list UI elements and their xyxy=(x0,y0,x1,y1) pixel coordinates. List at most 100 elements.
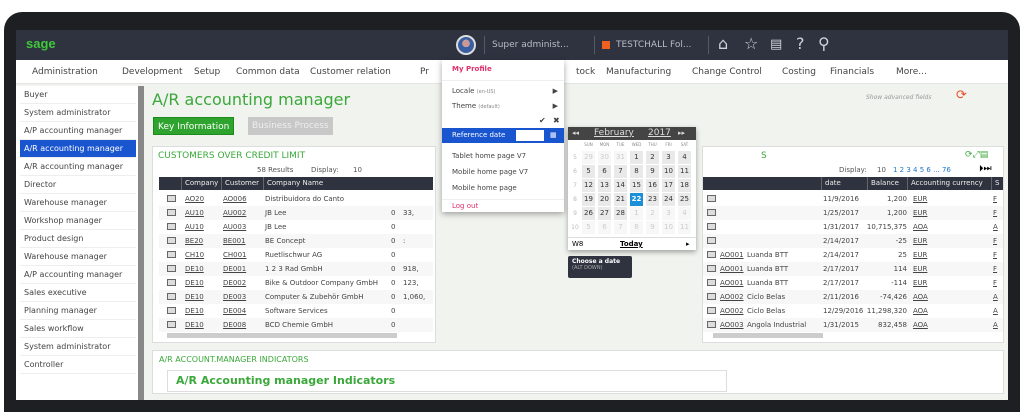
table-row[interactable]: AO002 Ciclo Belas 12/29/2016 11,298,320 AOA A xyxy=(703,304,1003,318)
company-cell[interactable]: DE10 xyxy=(185,321,204,329)
row-detail-icon[interactable] xyxy=(167,223,176,230)
company-cell[interactable]: DE10 xyxy=(185,293,204,301)
sidebar-item[interactable]: Director xyxy=(20,176,136,194)
company-cell[interactable]: DE10 xyxy=(185,279,204,287)
menu-mobile-home[interactable]: Mobile home page xyxy=(452,184,517,192)
customer-cell[interactable]: DE001 xyxy=(223,265,247,273)
calendar-day[interactable]: 3 xyxy=(662,207,675,220)
calendar-day[interactable]: 5 xyxy=(582,221,595,234)
calendar-day[interactable]: 18 xyxy=(678,179,691,192)
row-detail-icon[interactable] xyxy=(167,251,176,258)
customer-cell[interactable]: AU002 xyxy=(223,209,247,217)
calendar-day[interactable]: 27 xyxy=(598,207,611,220)
tab-key-information[interactable]: Key Information xyxy=(153,117,235,135)
user-avatar[interactable] xyxy=(456,35,476,55)
status-cell[interactable]: F xyxy=(993,237,998,245)
table-row[interactable]: AO001 Luanda BTT 2/14/2017 25 EUR F xyxy=(703,248,1003,262)
customer-cell[interactable]: AO001 xyxy=(720,279,744,287)
nav-item[interactable]: Manufacturing xyxy=(606,67,672,77)
table-row[interactable]: AO001 Luanda BTT 2/17/2017 -114 EUR F xyxy=(703,276,1003,290)
row-detail-icon[interactable] xyxy=(167,307,176,314)
currency-cell[interactable]: AOA xyxy=(913,223,928,231)
table-row[interactable]: 1/25/2017 1,200 EUR F xyxy=(703,206,1003,220)
row-detail-icon[interactable] xyxy=(707,251,716,258)
sidebar-item[interactable]: A/P accounting manager xyxy=(20,122,136,140)
calendar-day[interactable]: 7 xyxy=(614,221,627,234)
nav-item[interactable]: More... xyxy=(896,67,927,77)
calendar-icon[interactable]: ▦ xyxy=(550,131,557,139)
row-detail-icon[interactable] xyxy=(707,223,716,230)
customer-cell[interactable]: DE003 xyxy=(223,293,247,301)
table-row[interactable]: 11/9/2016 1,200 EUR F xyxy=(703,192,1003,206)
customer-cell[interactable]: DE004 xyxy=(223,307,247,315)
reference-date-input[interactable] xyxy=(516,130,544,141)
tab-business-process[interactable]: Business Process xyxy=(248,117,333,135)
table-row[interactable]: AU10 AU003 JB Lee 0 xyxy=(159,220,433,234)
calendar-day[interactable]: 12 xyxy=(582,179,595,192)
calendar-day[interactable]: 9 xyxy=(646,165,659,178)
nav-item[interactable]: tock xyxy=(576,67,596,77)
sidebar-item[interactable]: Buyer xyxy=(20,86,136,104)
sidebar-item[interactable]: A/P accounting manager xyxy=(20,266,136,284)
customer-cell[interactable]: BE001 xyxy=(223,237,246,245)
row-detail-icon[interactable] xyxy=(707,321,716,328)
customer-cell[interactable]: DE002 xyxy=(223,279,247,287)
calendar-day[interactable]: 21 xyxy=(614,193,627,206)
row-detail-icon[interactable] xyxy=(707,307,716,314)
close-icon[interactable]: ✖ xyxy=(553,116,560,125)
calendar-day[interactable]: 30 xyxy=(598,151,611,164)
sidebar-item[interactable]: Workshop manager xyxy=(20,212,136,230)
currency-cell[interactable]: EUR xyxy=(913,251,928,259)
next-page-icon[interactable]: ⏵⏭ xyxy=(979,164,992,174)
customer-cell[interactable]: AO002 xyxy=(720,307,744,315)
help-icon[interactable]: ? xyxy=(796,34,805,53)
company-cell[interactable]: BE20 xyxy=(185,237,204,245)
col-balance[interactable]: Balance xyxy=(867,177,899,190)
sidebar-item[interactable]: A/R accounting manager xyxy=(20,158,136,176)
table-row[interactable]: AO003 Angola Industrial 1/31/2015 832,458 AO… xyxy=(703,318,1003,332)
customer-cell[interactable]: AO001 xyxy=(720,265,744,273)
currency-cell[interactable]: EUR xyxy=(913,279,928,287)
calendar-day[interactable]: 9 xyxy=(646,221,659,234)
table-row[interactable]: AO002 Ciclo Belas 2/11/2016 -74,426 AOA A xyxy=(703,290,1003,304)
company-cell[interactable]: DE10 xyxy=(185,265,204,273)
calendar-day[interactable]: 7 xyxy=(614,165,627,178)
calendar-day[interactable]: 11 xyxy=(678,165,691,178)
table-row[interactable]: AO001 Luanda BTT 2/17/2017 114 EUR F xyxy=(703,262,1003,276)
calendar-day[interactable]: 16 xyxy=(646,179,659,192)
row-detail-icon[interactable] xyxy=(707,209,716,216)
table-row[interactable]: DE10 DE002 Bike & Outdoor Company GmbH 0 123… xyxy=(159,276,433,290)
customer-cell[interactable]: CH001 xyxy=(223,251,247,259)
currency-cell[interactable]: AOA xyxy=(913,293,928,301)
sidebar-item[interactable]: Sales executive xyxy=(20,284,136,302)
currency-cell[interactable]: EUR xyxy=(913,195,928,203)
menu-tablet-home-v7[interactable]: Tablet home page V7 xyxy=(452,152,527,160)
sidebar-item[interactable]: Planning manager xyxy=(20,302,136,320)
nav-item[interactable]: Costing xyxy=(782,67,816,77)
status-cell[interactable]: F xyxy=(993,251,998,259)
week-label[interactable]: W8 xyxy=(572,240,584,248)
calendar-day[interactable]: 20 xyxy=(598,193,611,206)
star-icon[interactable]: ☆ xyxy=(744,34,759,53)
sidebar-item[interactable]: Product design xyxy=(20,230,136,248)
currency-cell[interactable]: EUR xyxy=(913,265,928,273)
row-detail-icon[interactable] xyxy=(167,321,176,328)
company-cell[interactable]: AU10 xyxy=(185,223,204,231)
prev-year-icon[interactable]: ◂◂ xyxy=(572,129,580,137)
row-detail-icon[interactable] xyxy=(167,195,176,202)
col-company[interactable]: Company xyxy=(181,177,218,190)
col-accounting-currency[interactable]: Accounting currency xyxy=(907,177,983,190)
status-cell[interactable]: A xyxy=(993,293,998,301)
row-detail-icon[interactable] xyxy=(167,237,176,244)
nav-item[interactable]: Customer relation xyxy=(310,67,391,77)
folder-name[interactable]: TESTCHALL Fol... xyxy=(616,40,692,50)
calendar-day[interactable]: 31 xyxy=(614,151,627,164)
calendar-day[interactable]: 29 xyxy=(582,151,595,164)
company-cell[interactable]: CH10 xyxy=(185,251,205,259)
calendar-year[interactable]: 2017 xyxy=(648,128,671,138)
menu-theme[interactable]: Theme (default) ▶ xyxy=(442,100,564,110)
table-row[interactable]: DE10 DE004 Software Services 0 xyxy=(159,304,433,318)
calendar-day[interactable]: 25 xyxy=(678,193,691,206)
company-cell[interactable]: AO20 xyxy=(185,195,205,203)
nav-item[interactable]: Development xyxy=(122,67,183,77)
